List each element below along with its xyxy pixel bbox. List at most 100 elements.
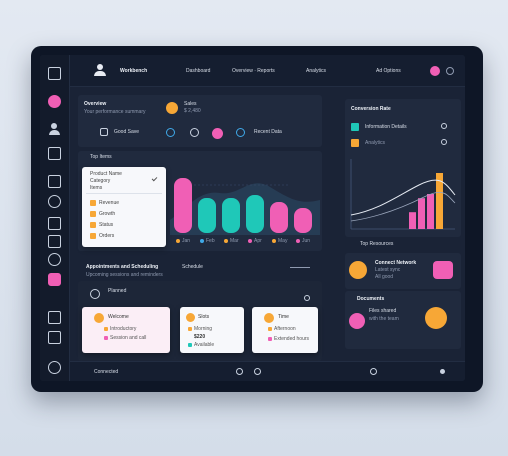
right-bar[interactable] <box>436 173 443 229</box>
tick-dot <box>272 239 276 243</box>
calendar-icon[interactable] <box>48 147 61 160</box>
options-icon[interactable] <box>304 295 310 301</box>
tick-label: Jan <box>182 238 191 244</box>
welcome-icon <box>94 313 104 323</box>
schedule-title: Schedule <box>182 264 203 270</box>
metric-value: $ 2,480 <box>184 108 201 114</box>
time-line: Afternoon <box>274 326 296 332</box>
bar-mar[interactable] <box>222 198 240 233</box>
search-icon[interactable] <box>446 67 454 75</box>
schedule-panel: Planned Welcome Introductory Session and… <box>78 281 322 361</box>
filter-icon[interactable] <box>290 267 310 270</box>
time-card[interactable]: Time Afternoon Extended hours <box>252 307 318 353</box>
nav-dashboard[interactable]: Dashboard <box>186 68 211 74</box>
tick-dot <box>176 239 180 243</box>
slots-icon <box>186 313 195 322</box>
slots-line: Available <box>194 342 215 348</box>
tick-dot <box>248 239 252 243</box>
menu-icon[interactable] <box>440 369 445 374</box>
app-title: Workbench <box>120 68 148 74</box>
play-icon[interactable] <box>236 368 243 375</box>
overview-title: Overview <box>84 101 107 107</box>
pause-icon[interactable] <box>254 368 261 375</box>
lock-icon[interactable] <box>48 253 61 266</box>
bar-may[interactable] <box>270 202 288 233</box>
documents-line: Files shared <box>369 308 397 314</box>
good-save-button[interactable]: Good Save <box>114 129 140 135</box>
planned-label: Planned <box>108 288 127 294</box>
time-icon <box>264 313 274 323</box>
list-item: Category <box>90 178 111 184</box>
bar-apr[interactable] <box>246 195 264 233</box>
sidebar <box>40 55 70 381</box>
app-screen: Workbench Dashboard Overview · Reports A… <box>40 55 465 381</box>
layers-icon[interactable] <box>48 311 61 324</box>
more-icon[interactable] <box>441 123 447 129</box>
metric-label: Sales <box>184 101 197 107</box>
link-icon[interactable] <box>48 195 61 208</box>
pink-toggle-icon[interactable] <box>212 128 223 139</box>
documents-icon <box>349 313 365 329</box>
slots-card[interactable]: Slots Morning $220 Available <box>180 307 244 353</box>
list-item: Status <box>99 222 114 228</box>
more-icon[interactable] <box>441 139 447 145</box>
grid-icon[interactable] <box>48 175 61 188</box>
pink-action-button[interactable] <box>433 261 453 279</box>
bar-feb[interactable] <box>198 198 216 233</box>
welcome-title: Welcome <box>108 314 129 320</box>
tick-dot <box>224 239 228 243</box>
next-icon[interactable] <box>370 368 377 375</box>
info-icon[interactable] <box>166 128 175 137</box>
right-bar[interactable] <box>418 198 425 229</box>
conversion-item: Information Details <box>365 124 407 130</box>
notification-badge[interactable] <box>430 66 440 76</box>
tick-dot <box>200 239 204 243</box>
tick-label: Mar <box>230 238 239 244</box>
right-bar[interactable] <box>427 194 434 229</box>
chart-icon[interactable] <box>236 128 245 137</box>
right-bar[interactable] <box>409 212 416 229</box>
appointments-title: Appointments and Scheduling <box>86 264 159 270</box>
top-items-title: Top Items <box>90 154 112 160</box>
list-item: Revenue <box>99 200 120 206</box>
bar-jun[interactable] <box>294 208 312 233</box>
tick-label: Apr <box>254 238 262 244</box>
nav-analytics[interactable]: Analytics <box>306 68 327 74</box>
pink-badge-icon[interactable] <box>48 273 61 286</box>
top-resources-label: Top Resources <box>360 241 394 247</box>
refresh-icon[interactable] <box>190 128 199 137</box>
monitor-icon[interactable] <box>48 67 61 80</box>
tick-label: May <box>278 238 288 244</box>
settings-icon[interactable] <box>48 361 61 374</box>
avatar-icon[interactable] <box>94 64 106 76</box>
folder-icon[interactable] <box>48 331 61 344</box>
filter-label[interactable]: Ad Options <box>376 68 401 74</box>
analytics-chip <box>351 139 359 147</box>
slots-value: $220 <box>194 334 206 340</box>
welcome-card[interactable]: Welcome Introductory Session and call <box>82 307 170 353</box>
conversion-title: Conversion Rate <box>351 106 391 112</box>
pink-dot-icon[interactable] <box>48 95 61 108</box>
bar-jan[interactable] <box>174 178 192 233</box>
tick-label: Feb <box>206 238 215 244</box>
list-item: Items <box>90 185 103 191</box>
documents-title: Documents <box>357 296 385 302</box>
tick-label: Jun <box>302 238 311 244</box>
documents-card[interactable]: Documents Files shared with the team <box>345 291 461 349</box>
nav-overview[interactable]: Overview · Reports <box>232 68 275 74</box>
user-icon[interactable] <box>48 123 61 136</box>
document-icon[interactable] <box>48 217 61 230</box>
list-item: Growth <box>99 211 116 217</box>
check-icon[interactable] <box>151 175 158 182</box>
time-line: Extended hours <box>274 336 310 342</box>
recent-data-label[interactable]: Recent Data <box>254 129 282 135</box>
time-title: Time <box>278 314 289 320</box>
slots-line: Morning <box>194 326 213 332</box>
slots-title: Slots <box>198 314 210 320</box>
chat-icon[interactable] <box>48 235 61 248</box>
overview-subtitle: Your performance summary <box>84 109 146 115</box>
items-list-card: Product Name Category Items Revenue Grow… <box>82 167 166 247</box>
connect-card[interactable]: Connect Network Latest sync All good <box>345 253 461 289</box>
clipboard-icon <box>100 128 108 136</box>
conversion-item: Analytics <box>365 140 386 146</box>
